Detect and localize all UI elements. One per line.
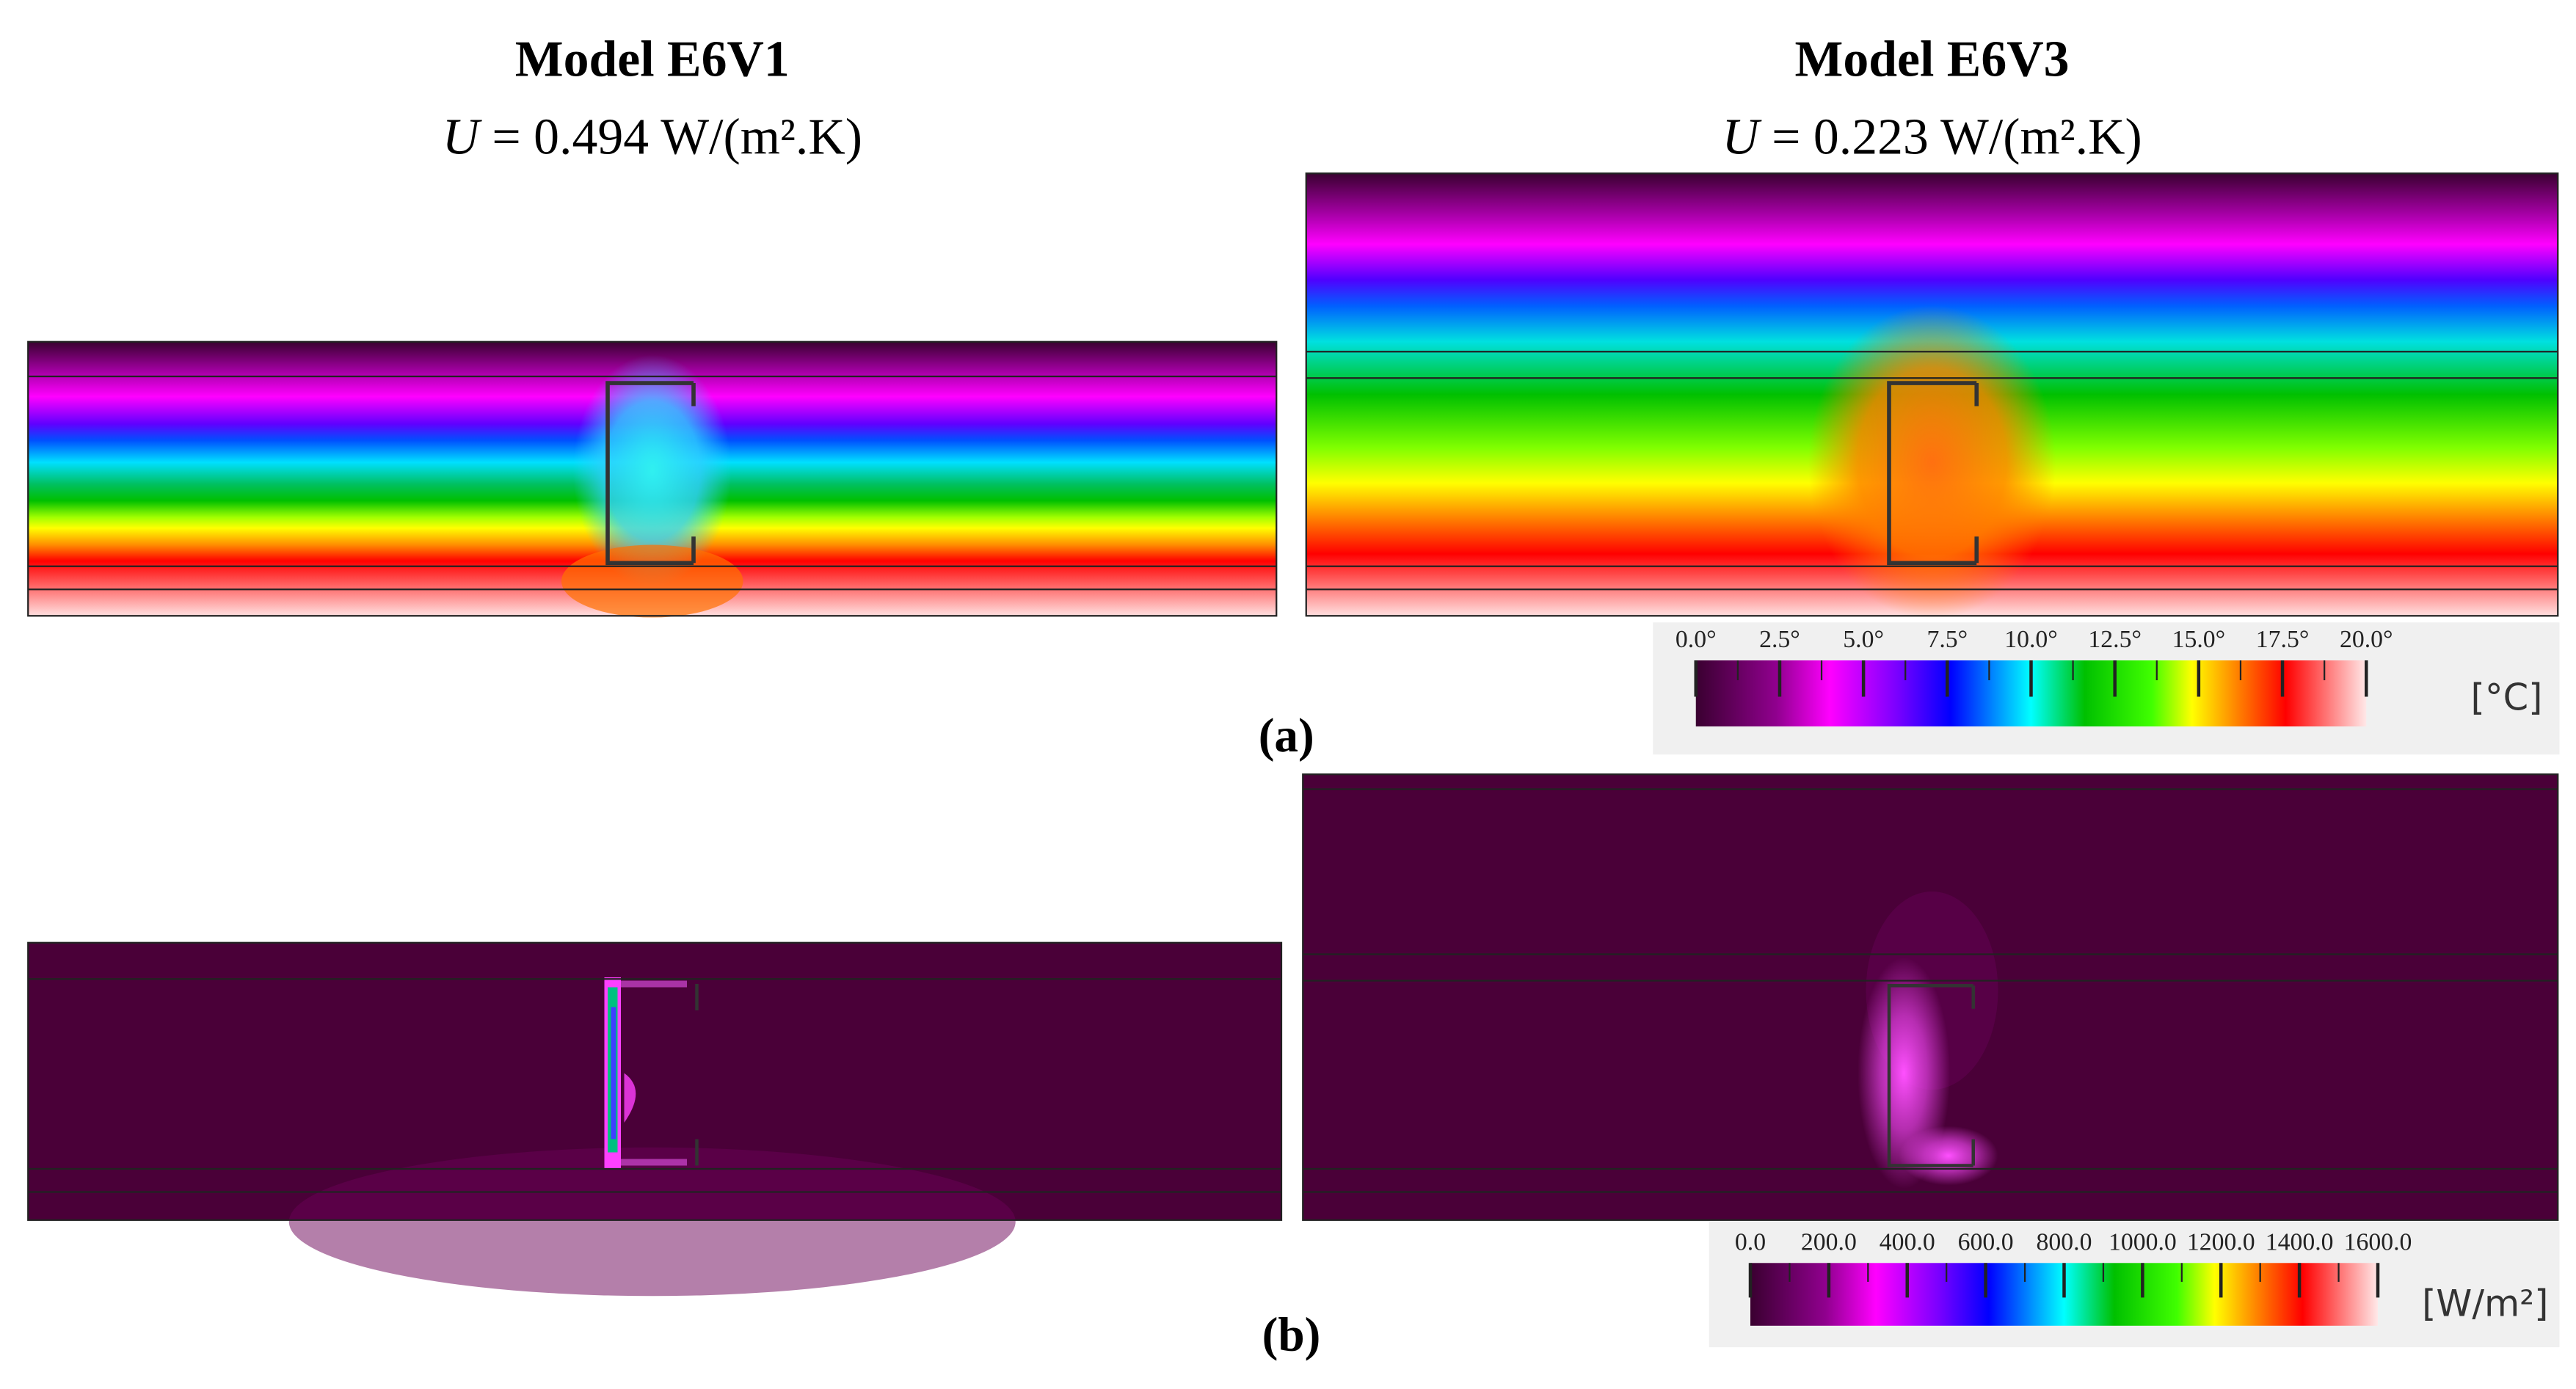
- colorbar-tick-label: 7.5°: [1926, 626, 1968, 653]
- colorbar: [1709, 1222, 2560, 1348]
- colorbar-tick-label: 1200.0: [2187, 1228, 2255, 1255]
- colorbar-tick-label: 15.0°: [2172, 626, 2226, 653]
- colorbar-tick-label: 1600.0: [2344, 1228, 2412, 1255]
- heat-flux-map: [1302, 773, 2559, 1221]
- u-value: U = 0.223 W/(m².K): [1722, 109, 2142, 165]
- colorbar-tick-label: 10.0°: [2004, 626, 2058, 653]
- colorbar-tick-label: 400.0: [1880, 1228, 1935, 1255]
- thermal-map: [1305, 172, 2559, 619]
- model-title: Model E6V1: [515, 32, 790, 88]
- colorbar-tick-label: 0.0: [1735, 1228, 1766, 1255]
- thermal-map: [27, 340, 1278, 618]
- panel-label: (a): [1259, 710, 1314, 762]
- colorbar-tick-label: 20.0°: [2340, 626, 2393, 653]
- colorbar-tick-label: 17.5°: [2256, 626, 2310, 653]
- colorbar-tick-label: 1400.0: [2266, 1228, 2334, 1255]
- colorbar-unit: [°C]: [2471, 677, 2543, 719]
- panel-label: (b): [1262, 1309, 1321, 1362]
- u-symbol: U: [443, 109, 483, 165]
- model-title: Model E6V3: [1795, 32, 2070, 88]
- colorbar-tick-label: 12.5°: [2088, 626, 2142, 653]
- u-symbol: U: [1722, 109, 1762, 165]
- colorbar-tick-label: 1000.0: [2109, 1228, 2177, 1255]
- colorbar-tick-label: 2.5°: [1759, 626, 1800, 653]
- colorbar-tick-label: 200.0: [1801, 1228, 1857, 1255]
- heat-flux-map: [27, 941, 1283, 1297]
- colorbar-unit: [W/m²]: [2422, 1282, 2548, 1324]
- colorbar-tick-label: 5.0°: [1843, 626, 1884, 653]
- colorbar-tick-label: 600.0: [1958, 1228, 2014, 1255]
- colorbar-tick-label: 800.0: [2037, 1228, 2092, 1255]
- u-text: = 0.223 W/(m².K): [1759, 109, 2142, 165]
- colorbar-tick-label: 0.0°: [1676, 626, 1717, 653]
- u-text: = 0.494 W/(m².K): [479, 109, 862, 165]
- u-value: U = 0.494 W/(m².K): [443, 109, 862, 165]
